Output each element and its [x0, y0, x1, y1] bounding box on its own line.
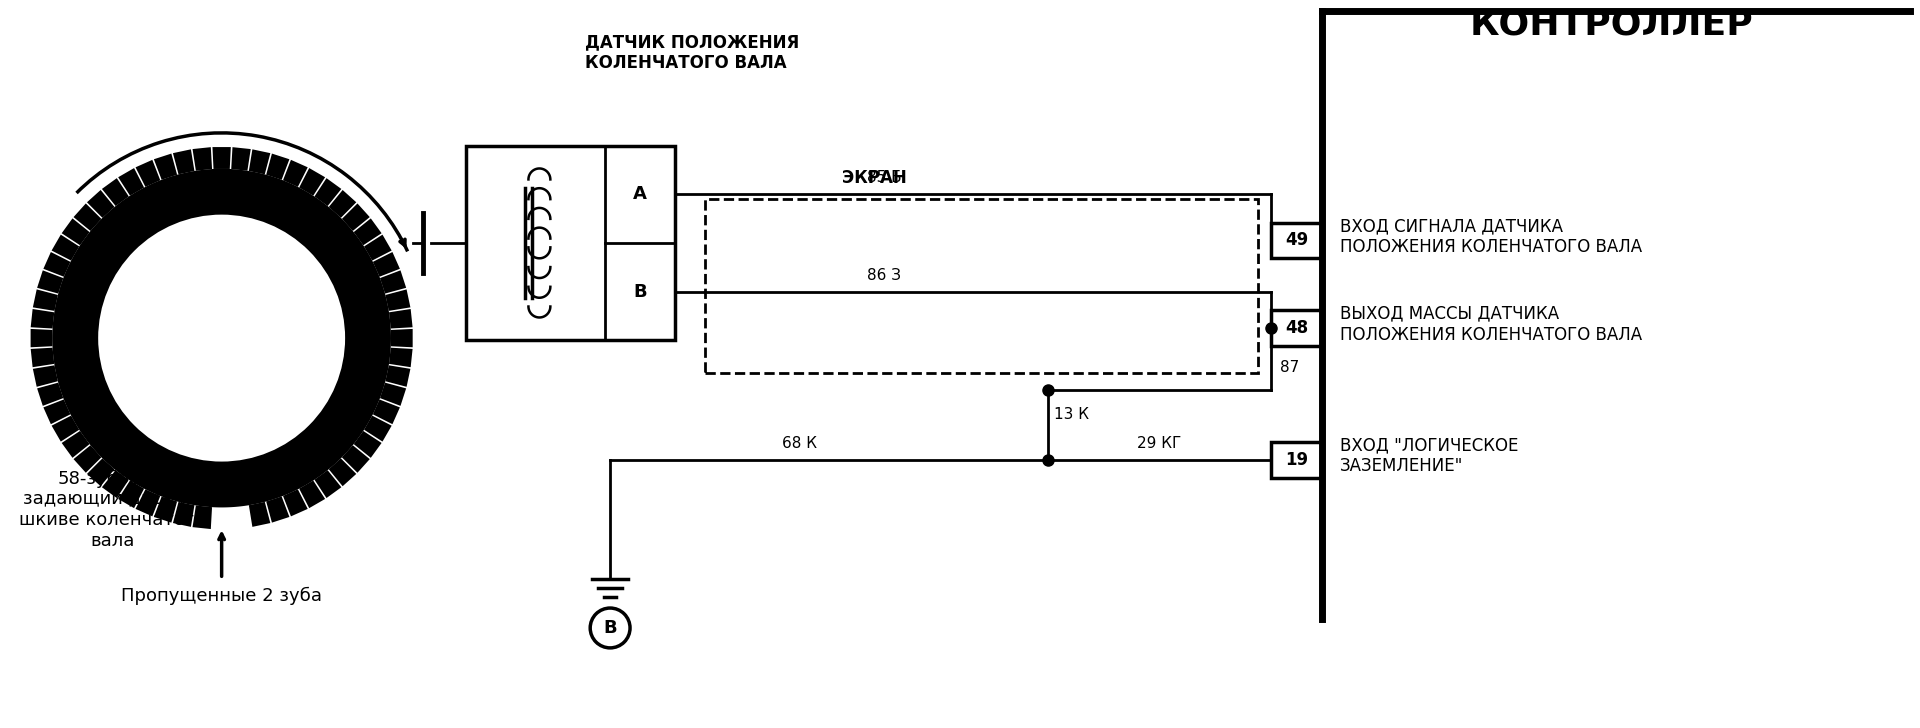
Polygon shape: [192, 147, 211, 171]
Polygon shape: [119, 480, 144, 508]
Text: 87: 87: [1281, 360, 1300, 376]
Text: ЭКРАН: ЭКРАН: [841, 169, 906, 186]
Polygon shape: [386, 365, 411, 387]
Polygon shape: [300, 480, 324, 508]
Polygon shape: [52, 169, 392, 507]
Polygon shape: [86, 190, 115, 218]
Bar: [705, 199, 1258, 373]
Polygon shape: [102, 178, 129, 206]
Circle shape: [98, 215, 346, 462]
Text: Пропущенные 2 зуба: Пропущенные 2 зуба: [121, 587, 323, 606]
Polygon shape: [300, 168, 324, 196]
Polygon shape: [73, 203, 102, 231]
Text: В: В: [634, 282, 647, 301]
Polygon shape: [267, 154, 290, 180]
Polygon shape: [230, 147, 252, 171]
Polygon shape: [36, 270, 63, 293]
Polygon shape: [315, 470, 342, 498]
Polygon shape: [73, 446, 102, 472]
Polygon shape: [342, 203, 371, 231]
Polygon shape: [33, 365, 58, 387]
Polygon shape: [44, 252, 71, 277]
Polygon shape: [136, 489, 159, 516]
Bar: [1271, 223, 1323, 258]
Polygon shape: [372, 252, 399, 277]
Polygon shape: [353, 431, 382, 458]
Polygon shape: [31, 309, 54, 328]
Polygon shape: [353, 218, 382, 245]
Polygon shape: [213, 147, 230, 169]
Polygon shape: [282, 489, 307, 516]
Polygon shape: [328, 459, 357, 486]
Polygon shape: [86, 459, 115, 486]
Bar: [467, 146, 674, 340]
Polygon shape: [390, 309, 413, 328]
Polygon shape: [380, 270, 407, 293]
Text: 49: 49: [1284, 232, 1308, 250]
Text: 85 Б: 85 Б: [866, 170, 900, 186]
Text: 29 КГ: 29 КГ: [1137, 435, 1181, 451]
Polygon shape: [342, 446, 371, 472]
Polygon shape: [102, 470, 129, 498]
Polygon shape: [250, 502, 271, 527]
Text: В: В: [603, 619, 616, 637]
Polygon shape: [282, 160, 307, 187]
Polygon shape: [390, 348, 413, 367]
Polygon shape: [173, 149, 194, 174]
Polygon shape: [31, 329, 52, 347]
Text: ДАТЧИК ПОЛОЖЕНИЯ
КОЛЕНЧАТОГО ВАЛА: ДАТЧИК ПОЛОЖЕНИЯ КОЛЕНЧАТОГО ВАЛА: [586, 33, 799, 72]
Polygon shape: [372, 400, 399, 424]
Text: 58-зубовый
задающий диск на
шкиве коленчатого
вала: 58-зубовый задающий диск на шкиве коленч…: [19, 470, 205, 550]
Text: 13 К: 13 К: [1054, 407, 1089, 422]
Polygon shape: [44, 400, 71, 424]
Polygon shape: [154, 154, 177, 180]
Polygon shape: [61, 218, 90, 245]
Text: 68 К: 68 К: [781, 435, 816, 451]
Polygon shape: [119, 168, 144, 196]
Polygon shape: [250, 149, 271, 174]
Bar: [1271, 310, 1323, 346]
Text: 86 З: 86 З: [868, 268, 900, 282]
Circle shape: [98, 213, 346, 462]
Polygon shape: [154, 496, 177, 523]
Polygon shape: [36, 383, 63, 406]
Polygon shape: [365, 416, 392, 442]
Polygon shape: [173, 502, 194, 527]
Polygon shape: [392, 329, 413, 347]
Polygon shape: [52, 416, 79, 442]
Polygon shape: [136, 160, 159, 187]
Text: 48: 48: [1284, 319, 1308, 337]
Polygon shape: [61, 431, 90, 458]
Bar: [1271, 442, 1323, 478]
Text: КОНТРОЛЛЕР: КОНТРОЛЛЕР: [1469, 7, 1753, 41]
Polygon shape: [328, 190, 357, 218]
Text: ВХОД "ЛОГИЧЕСКОЕ
ЗАЗЕМЛЕНИЕ": ВХОД "ЛОГИЧЕСКОЕ ЗАЗЕМЛЕНИЕ": [1340, 436, 1519, 475]
Polygon shape: [267, 496, 290, 523]
Polygon shape: [365, 234, 392, 261]
Text: ВЫХОД МАССЫ ДАТЧИКА
ПОЛОЖЕНИЯ КОЛЕНЧАТОГО ВАЛА: ВЫХОД МАССЫ ДАТЧИКА ПОЛОЖЕНИЯ КОЛЕНЧАТОГ…: [1340, 305, 1642, 344]
Polygon shape: [192, 505, 211, 529]
Polygon shape: [386, 290, 411, 311]
Polygon shape: [380, 383, 407, 406]
Text: ВХОД СИГНАЛА ДАТЧИКА
ПОЛОЖЕНИЯ КОЛЕНЧАТОГО ВАЛА: ВХОД СИГНАЛА ДАТЧИКА ПОЛОЖЕНИЯ КОЛЕНЧАТО…: [1340, 217, 1642, 256]
Text: 19: 19: [1284, 451, 1308, 469]
Text: А: А: [634, 186, 647, 203]
Polygon shape: [33, 290, 58, 311]
Polygon shape: [31, 348, 54, 367]
Polygon shape: [52, 234, 79, 261]
Polygon shape: [315, 178, 342, 206]
